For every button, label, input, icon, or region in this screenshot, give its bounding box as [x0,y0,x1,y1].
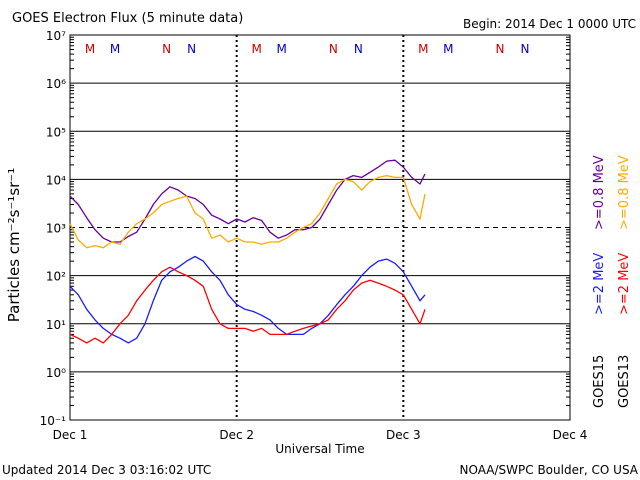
mn-marker: M [251,42,261,56]
series-layer [69,159,426,344]
x-tick-label: Dec 3 [386,428,421,442]
y-tick-label: 10² [46,270,66,284]
grid-layer [70,36,570,407]
legend-goes13-08mev: >=0.8 MeV [617,155,632,230]
legend-goes15-08mev: >=0.8 MeV [592,155,607,230]
chart-title: GOES Electron Flux (5 minute data) [12,11,243,26]
y-tick-label: 10⁵ [46,125,66,139]
x-tick-label: Dec 2 [219,428,254,442]
mn-marker: M [443,42,453,56]
y-tick-labels: 10⁻¹ 10⁰ 10¹ 10² 10³ 10⁴ 10⁵ 10⁶ 10⁷ [40,29,67,428]
series-line-3 [69,266,426,344]
y-tick-label: 10⁶ [46,77,66,91]
y-axis-label: Particles cm⁻²s⁻¹sr⁻¹ [5,168,23,322]
y-tick-label: 10⁰ [46,366,66,380]
series-line-1 [69,174,426,249]
mn-marker: M [85,42,95,56]
y-tick-label: 10⁷ [46,29,66,43]
begin-label: Begin: 2014 Dec 1 0000 UTC [463,17,636,31]
legend-goes13-label: GOES13 [617,355,632,408]
x-axis-label: Universal Time [275,442,364,456]
mn-marker: N [521,42,530,56]
mn-marker: M [418,42,428,56]
mn-marker: M [110,42,120,56]
mn-marker: M [276,42,286,56]
day-dividers [235,35,405,420]
y-tick-label: 10⁴ [46,173,66,187]
y-tick-label: 10⁻¹ [40,414,67,428]
x-tick-label: Dec 1 [53,428,88,442]
legend-goes15-2mev: >=2 MeV [592,253,607,315]
legend-goes13-2mev: >=2 MeV [617,253,632,315]
legend-goes15-label: GOES15 [592,355,607,408]
right-legend: GOES15 GOES13 >=2 MeV >=2 MeV >=0.8 MeV … [592,155,632,408]
mn-marker: N [354,42,363,56]
mn-marker: N [187,42,196,56]
y-tick-label: 10³ [46,222,66,236]
y-tick-label: 10¹ [46,318,66,332]
credit-label: NOAA/SWPC Boulder, CO USA [460,463,639,477]
updated-timestamp: Updated 2014 Dec 3 03:16:02 UTC [2,463,211,477]
x-tick-labels: Dec 1 Dec 2 Dec 3 Dec 4 [53,428,588,442]
x-tick-label: Dec 4 [553,428,588,442]
mn-marker: N [162,42,171,56]
mn-marker: N [496,42,505,56]
mn-marker: N [329,42,338,56]
series-line-2 [69,255,426,344]
series-line-0 [69,159,426,243]
